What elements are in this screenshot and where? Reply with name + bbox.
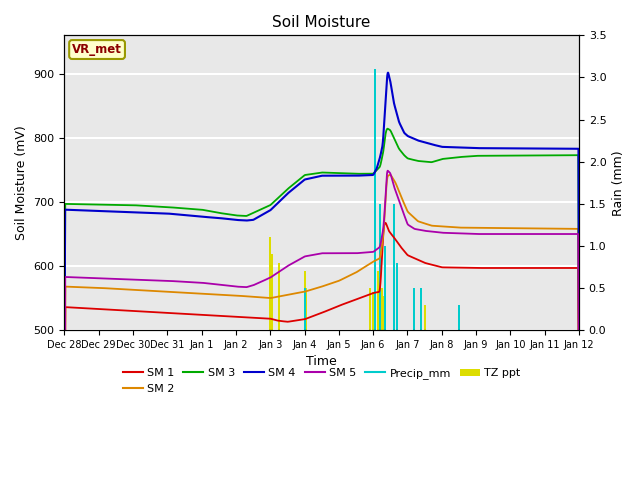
Bar	[278, 263, 280, 330]
Bar	[303, 288, 305, 330]
Bar	[396, 263, 398, 330]
Bar	[381, 288, 383, 330]
Bar	[372, 292, 374, 330]
Bar	[413, 288, 415, 330]
Y-axis label: Soil Moisture (mV): Soil Moisture (mV)	[15, 125, 28, 240]
Bar	[383, 297, 385, 330]
Bar	[384, 246, 386, 330]
Y-axis label: Rain (mm): Rain (mm)	[612, 150, 625, 216]
Bar	[379, 280, 381, 330]
X-axis label: Time: Time	[307, 355, 337, 369]
Legend: SM 1, SM 2, SM 3, SM 4, SM 5, Precip_mm, TZ ppt: SM 1, SM 2, SM 3, SM 4, SM 5, Precip_mm,…	[118, 364, 525, 398]
Bar	[271, 254, 273, 330]
Bar	[374, 69, 376, 330]
Bar	[458, 305, 460, 330]
Bar	[303, 271, 305, 330]
Bar	[377, 271, 380, 330]
Bar	[305, 288, 307, 330]
Bar	[369, 288, 371, 330]
Bar	[379, 204, 381, 330]
Text: VR_met: VR_met	[72, 43, 122, 56]
Bar	[420, 288, 422, 330]
Bar	[269, 238, 271, 330]
Bar	[424, 305, 426, 330]
Bar	[393, 204, 395, 330]
Title: Soil Moisture: Soil Moisture	[273, 15, 371, 30]
